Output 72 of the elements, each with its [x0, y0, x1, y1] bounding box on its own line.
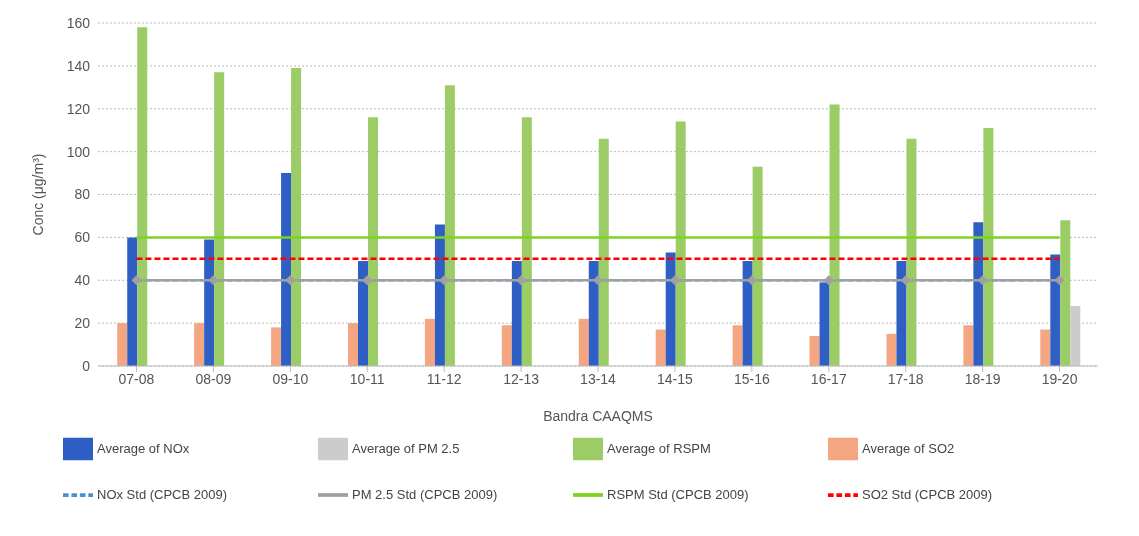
- bar: [1040, 329, 1051, 366]
- bar: [896, 260, 907, 366]
- x-tick-label: 10-11: [349, 370, 385, 387]
- legend-label: Average of NOx: [97, 441, 190, 457]
- bar: [127, 237, 138, 366]
- x-tick-label: 07-08: [118, 370, 155, 387]
- legend-label: SO2 Std (CPCB 2009): [862, 487, 993, 503]
- y-tick-label: 60: [74, 229, 91, 246]
- legend-label: PM 2.5 Std (CPCB 2009): [352, 487, 498, 503]
- bar: [906, 138, 917, 366]
- bar: [117, 323, 128, 366]
- bar: [137, 27, 148, 366]
- bar: [444, 85, 455, 366]
- bar: [511, 260, 522, 366]
- y-tick-label: 20: [74, 315, 91, 332]
- y-tick-label: 40: [74, 272, 91, 289]
- legend-label: RSPM Std (CPCB 2009): [607, 487, 749, 503]
- x-tick-label: 16-17: [810, 370, 847, 387]
- y-tick-label: 120: [66, 100, 91, 117]
- x-tick-label: 14-15: [657, 370, 694, 387]
- x-tick-label: 09-10: [272, 370, 309, 387]
- bar: [271, 327, 282, 366]
- x-tick-label: 13-14: [580, 370, 617, 387]
- y-axis-title: Conc (μg/m³): [29, 153, 46, 236]
- y-tick-label: 80: [74, 186, 91, 203]
- bar: [424, 318, 435, 366]
- bar: [983, 128, 994, 366]
- x-tick-label: 15-16: [733, 370, 770, 387]
- bar: [194, 323, 205, 366]
- bar: [501, 325, 512, 366]
- bar: [204, 239, 215, 366]
- bar: [434, 224, 445, 366]
- x-tick-label: 19-20: [1041, 370, 1078, 387]
- y-tick-label: 160: [66, 14, 91, 31]
- bar: [675, 121, 686, 366]
- bar: [829, 104, 840, 366]
- bar: [281, 173, 292, 366]
- bar: [1050, 254, 1061, 366]
- bar: [521, 117, 532, 366]
- bar: [809, 335, 820, 366]
- y-tick-label: 0: [82, 357, 91, 374]
- legend-label: Average of SO2: [862, 441, 955, 457]
- x-tick-label: 12-13: [503, 370, 540, 387]
- bar: [598, 138, 609, 366]
- bar: [578, 318, 589, 366]
- x-tick-label: 11-12: [426, 370, 462, 387]
- bar: [819, 282, 830, 366]
- bar: [214, 72, 225, 366]
- legend-label: NOx Std (CPCB 2009): [97, 487, 228, 503]
- bar: [1070, 305, 1081, 366]
- bar: [358, 260, 368, 366]
- bar: [742, 260, 753, 366]
- bar: [886, 333, 897, 366]
- bar: [368, 117, 378, 366]
- x-tick-label: 08-09: [195, 370, 232, 387]
- bar: [665, 252, 676, 366]
- bar: [732, 325, 743, 366]
- bar: [752, 166, 763, 366]
- bar: [963, 325, 974, 366]
- y-tick-label: 140: [66, 57, 91, 74]
- bar: [588, 260, 599, 366]
- x-tick-label: 17-18: [887, 370, 924, 387]
- y-tick-label: 100: [66, 143, 91, 160]
- bar: [291, 68, 302, 366]
- bar: [348, 323, 358, 366]
- x-axis-title: Bandra CAAQMS: [543, 408, 653, 424]
- legend-label: Average of PM 2.5: [352, 441, 460, 457]
- bar: [1060, 220, 1071, 366]
- bar: [973, 222, 984, 366]
- bar: [655, 329, 666, 366]
- legend-label: Average of RSPM: [607, 441, 711, 457]
- x-tick-label: 18-19: [964, 370, 1001, 387]
